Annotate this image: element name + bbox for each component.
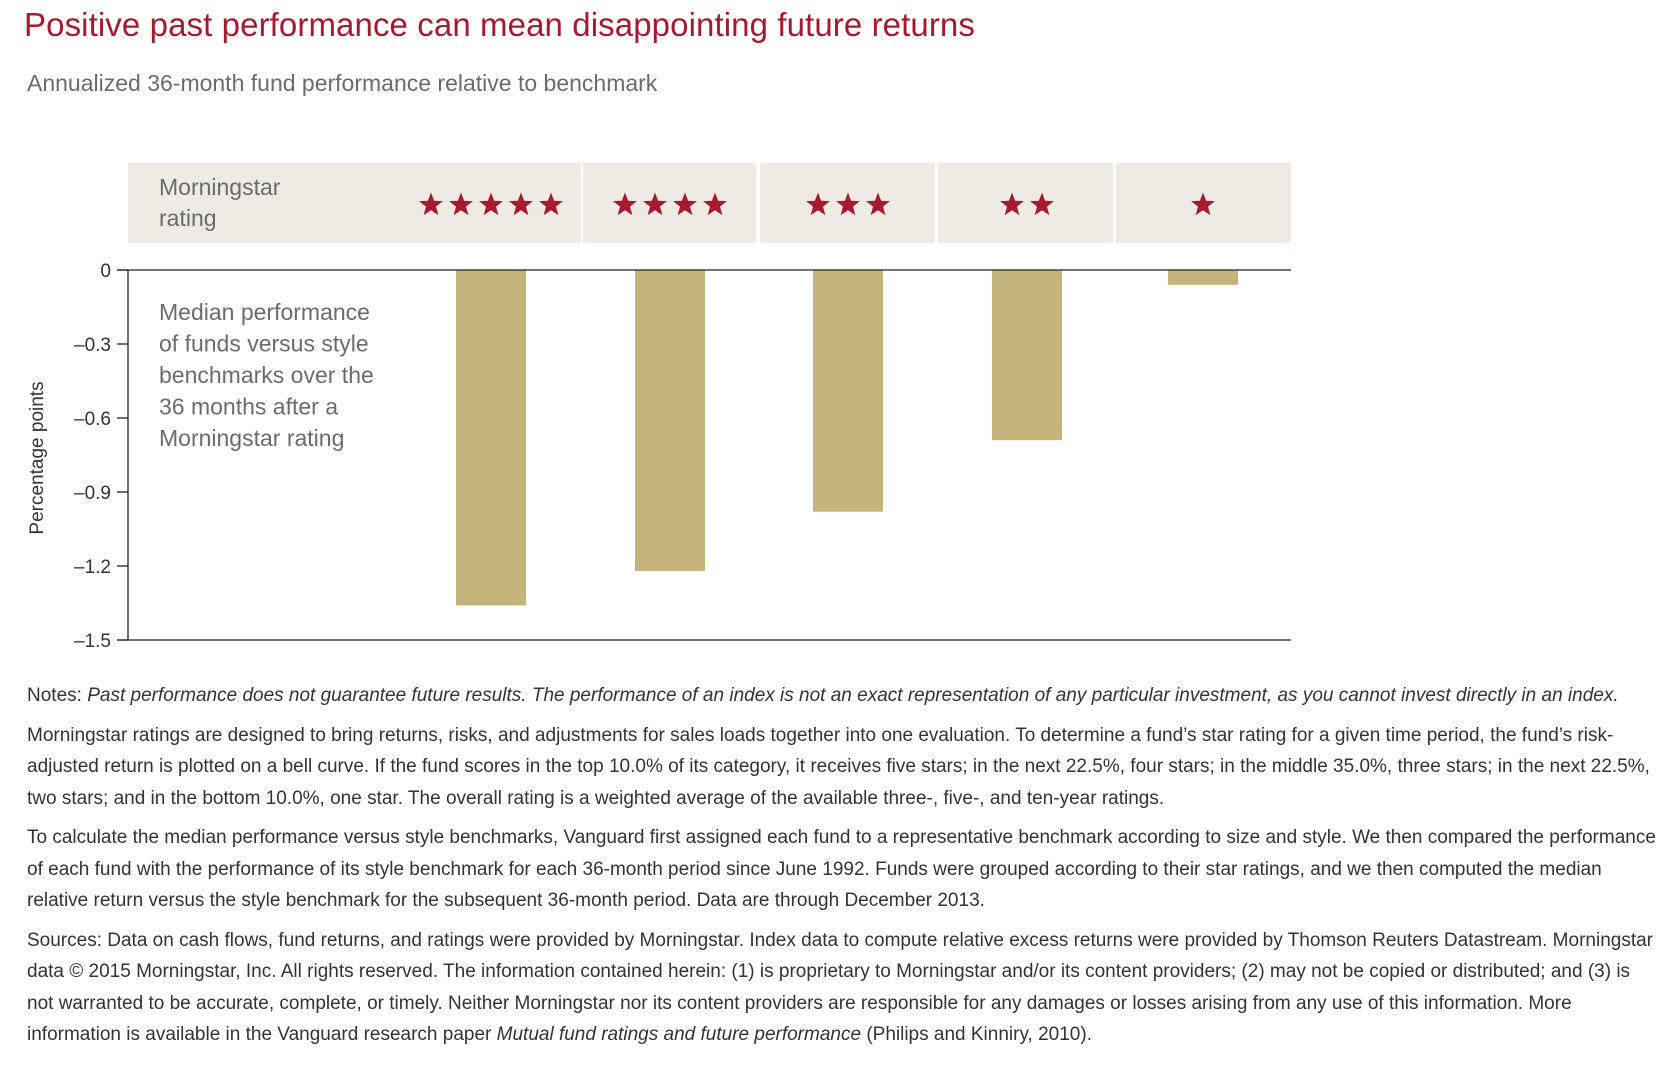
annotation-line: Median performance <box>159 299 370 325</box>
y-tick-label: –1.2 <box>74 557 111 578</box>
star-icon <box>673 192 697 216</box>
y-tick-label: –0.9 <box>74 483 111 504</box>
y-tick-label: –0.3 <box>74 335 111 356</box>
star-icon <box>643 192 667 216</box>
y-tick-label: 0 <box>100 261 111 282</box>
star-icon <box>449 192 473 216</box>
notes-section: Notes: Past performance does not guarant… <box>27 680 1657 1059</box>
star-icon <box>1030 192 1054 216</box>
rating-header-row <box>128 163 1291 243</box>
annotation-line: 36 months after a <box>159 394 338 420</box>
sources-end: (Philips and Kinniry, 2010). <box>861 1024 1092 1045</box>
bar-2-stars <box>992 270 1062 441</box>
rating-header-label-line1: Morningstar <box>159 174 281 200</box>
bars-group <box>456 270 1238 606</box>
annotation-line: benchmarks over the <box>159 362 374 388</box>
star-icon <box>479 192 503 216</box>
bar-3-stars <box>813 270 883 512</box>
methodology-explanation: To calculate the median performance vers… <box>27 827 1656 911</box>
bar-4-stars <box>635 270 705 571</box>
star-icon <box>539 192 563 216</box>
y-tick-label: –1.5 <box>74 631 111 652</box>
notes-label: Notes: <box>27 685 88 706</box>
bar-5-stars <box>456 270 526 606</box>
rating-header-cell-5-stars <box>128 163 581 243</box>
sources-text: Sources: Data on cash flows, fund return… <box>27 929 1654 1046</box>
notes-disclaimer: Past performance does not guarantee futu… <box>87 685 1619 706</box>
star-icon <box>509 192 533 216</box>
ratings-explanation: Morningstar ratings are designed to brin… <box>27 724 1650 809</box>
star-icon <box>1191 192 1215 216</box>
y-axis: 0 –0.3 –0.6 –0.9 –1.2 –1.5 <box>74 261 1291 652</box>
bar-1-stars <box>1168 270 1238 285</box>
annotation-line: of funds versus style <box>159 331 369 357</box>
notes-paragraph: Notes: Past performance does not guarant… <box>27 680 1657 712</box>
star-icon <box>419 192 443 216</box>
star-icon <box>613 192 637 216</box>
chart-title: Positive past performance can mean disap… <box>24 6 975 43</box>
rating-header-label-line2: rating <box>159 205 217 231</box>
rating-header-cell-4-stars <box>583 163 756 243</box>
star-icon <box>836 192 860 216</box>
star-icon <box>866 192 890 216</box>
annotation-line: Morningstar rating <box>159 425 344 451</box>
y-tick-label: –0.6 <box>74 409 111 430</box>
star-icon <box>703 192 727 216</box>
star-icon <box>1000 192 1024 216</box>
y-axis-title: Percentage points <box>27 381 48 534</box>
sources-paragraph: Sources: Data on cash flows, fund return… <box>27 925 1657 1051</box>
rating-header-cell-2-stars <box>938 163 1113 243</box>
chart-subtitle: Annualized 36-month fund performance rel… <box>27 70 658 96</box>
star-icon <box>806 192 830 216</box>
annotation-text: Median performance of funds versus style b… <box>159 299 374 451</box>
bar-chart: Morningstar rating 0 –0.3 –0.6 –0.9 –1.2 –1.5… <box>27 163 1291 652</box>
sources-paper-title: Mutual fund ratings and future performan… <box>496 1024 862 1045</box>
